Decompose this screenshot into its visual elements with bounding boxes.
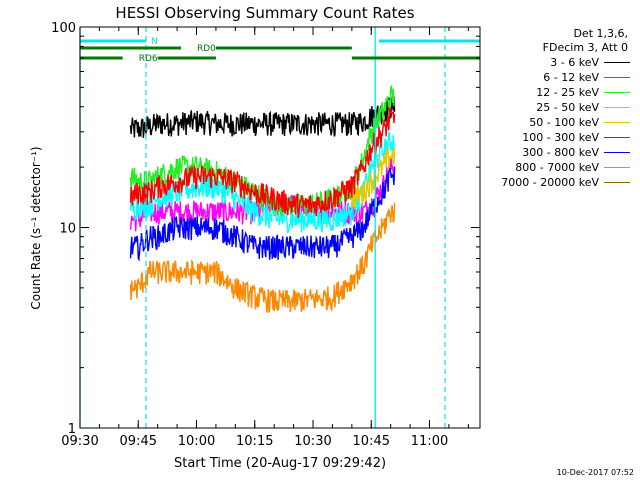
series-line <box>129 132 396 234</box>
x-tick-label: 10:45 <box>353 434 390 449</box>
y-tick-label: 1 <box>68 422 76 437</box>
x-axis-label: Start Time (20-Aug-17 09:29:42) <box>174 456 386 471</box>
legend-entry-label: 3 - 6 keV <box>550 56 599 69</box>
legend-entry-label: 300 - 800 keV <box>522 146 599 159</box>
x-tick-label: 10:30 <box>294 434 331 449</box>
legend-entry: 6 - 12 keV <box>480 70 638 85</box>
legend-entry-label: 800 - 7000 keV <box>515 161 599 174</box>
x-tick-label: 10:00 <box>178 434 215 449</box>
series-line <box>129 166 396 262</box>
legend-swatch <box>604 152 630 153</box>
series-layer <box>129 84 396 313</box>
marker-layer: N RD0 RD6 <box>79 27 480 428</box>
legend-entry-label: 12 - 25 keV <box>536 86 599 99</box>
legend-swatch <box>604 167 630 168</box>
legend-entry: 7000 - 20000 keV <box>480 175 638 190</box>
legend-swatch <box>604 77 630 78</box>
y-axis-label: Count Rate (s⁻¹ detector⁻¹) <box>29 146 43 309</box>
legend-entry: 25 - 50 keV <box>480 100 638 115</box>
x-tick-label: 10:15 <box>236 434 273 449</box>
series-line <box>129 202 396 313</box>
y-tick-label: 100 <box>51 21 76 36</box>
legend-entry-label: 100 - 300 keV <box>522 131 599 144</box>
series-line <box>129 107 396 218</box>
legend-swatch <box>604 92 630 93</box>
x-tick-label: 09:45 <box>120 434 157 449</box>
legend-entry: 3 - 6 keV <box>480 55 638 70</box>
legend-entry: 100 - 300 keV <box>480 130 638 145</box>
legend: Det 1,3,6, FDecim 3, Att 0 3 - 6 keV 6 - … <box>480 27 638 190</box>
legend-entry-label: 25 - 50 keV <box>536 101 599 114</box>
legend-swatch <box>604 107 630 108</box>
x-tick-label: 11:00 <box>411 434 448 449</box>
series-line <box>129 96 396 138</box>
legend-swatch <box>604 122 630 123</box>
legend-entry-label: 7000 - 20000 keV <box>501 176 599 189</box>
legend-header-line: Det 1,3,6, <box>573 27 628 40</box>
marker-label-n: N <box>151 37 158 47</box>
marker-label-rd0: RD0 <box>197 44 216 54</box>
series-line <box>351 147 396 209</box>
legend-entry-label: 50 - 100 keV <box>529 116 599 129</box>
footer-date: 10-Dec-2017 07:52 <box>556 468 634 477</box>
marker-label-rd6: RD6 <box>139 54 158 64</box>
legend-entry-label: 6 - 12 keV <box>543 71 599 84</box>
plot-frame <box>79 26 481 429</box>
axis-layer: 09:30 09:45 10:00 10:15 10:30 10:45 11:00 1 10 10… <box>51 21 481 449</box>
series-line <box>129 84 396 218</box>
x-tick-label: 09:30 <box>61 434 98 449</box>
legend-swatch <box>604 62 630 63</box>
legend-entry: 800 - 7000 keV <box>480 160 638 175</box>
legend-entry: 300 - 800 keV <box>480 145 638 160</box>
legend-swatch <box>604 137 630 138</box>
y-tick-label: 10 <box>59 222 76 237</box>
legend-entry: 12 - 25 keV <box>480 85 638 100</box>
legend-swatch <box>604 182 630 183</box>
legend-rows: 3 - 6 keV 6 - 12 keV 12 - 25 keV 25 - 50 ke… <box>480 55 638 190</box>
chart-title: HESSI Observing Summary Count Rates <box>115 4 414 22</box>
legend-entry: 50 - 100 keV <box>480 115 638 130</box>
legend-header-line: FDecim 3, Att 0 <box>542 41 628 54</box>
